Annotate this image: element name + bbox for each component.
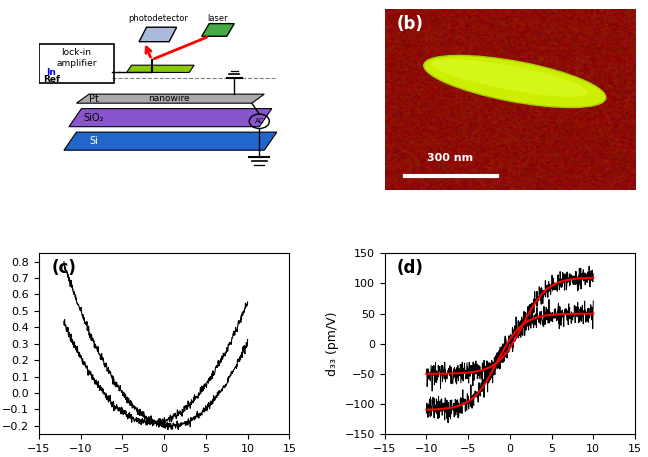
- Text: In: In: [47, 68, 56, 77]
- Y-axis label: d₃₃ (pm/V): d₃₃ (pm/V): [326, 312, 339, 376]
- Text: AC: AC: [255, 118, 264, 124]
- Text: Si: Si: [89, 136, 98, 146]
- Text: 300 nm: 300 nm: [426, 153, 473, 163]
- Text: (c): (c): [51, 259, 76, 277]
- Ellipse shape: [431, 59, 588, 97]
- Polygon shape: [76, 94, 264, 103]
- Text: SiO₂: SiO₂: [84, 113, 104, 122]
- Polygon shape: [126, 65, 194, 73]
- Polygon shape: [139, 27, 177, 42]
- Text: photodetector: photodetector: [128, 14, 188, 23]
- Polygon shape: [64, 132, 277, 150]
- Text: nanowire: nanowire: [148, 94, 190, 103]
- FancyBboxPatch shape: [39, 43, 114, 83]
- Text: laser: laser: [207, 14, 228, 23]
- Text: amplifier: amplifier: [56, 59, 97, 68]
- Ellipse shape: [424, 55, 606, 107]
- Text: (d): (d): [397, 259, 424, 277]
- Text: Ref: Ref: [43, 75, 60, 84]
- Text: (b): (b): [397, 15, 424, 32]
- Polygon shape: [69, 109, 272, 127]
- Polygon shape: [202, 24, 235, 36]
- Text: Pt: Pt: [89, 94, 99, 104]
- Text: lock-in: lock-in: [62, 48, 91, 57]
